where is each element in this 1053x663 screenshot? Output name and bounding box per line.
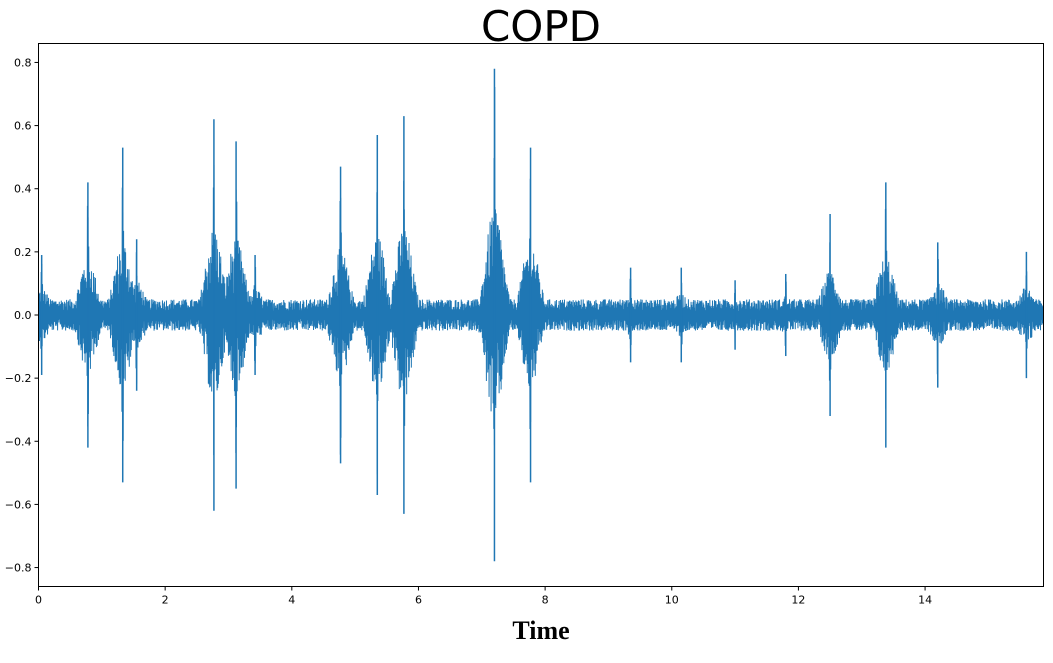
y-tick-label: 0.8	[14, 56, 32, 69]
x-tick-label: 8	[542, 594, 549, 607]
x-tick-label: 2	[162, 594, 169, 607]
y-tick-label: 0.2	[14, 246, 32, 259]
y-axis: 0.8 0.6 0.4 0.2 0.0 −0.2 −0.4 −0.6 −0.8	[5, 56, 39, 575]
chart-title: COPD	[480, 2, 602, 51]
y-tick-label: 0.0	[14, 309, 32, 322]
y-tick-label: 0.4	[14, 183, 32, 196]
y-tick-label: −0.8	[5, 562, 32, 575]
x-tick-label: 10	[665, 594, 679, 607]
waveform-line	[38, 86, 1044, 487]
y-tick-label: −0.6	[5, 498, 32, 511]
y-tick-label: −0.2	[5, 372, 32, 385]
x-tick-label: 14	[918, 594, 932, 607]
x-axis: 0 2 4 6 8 10 12 14	[35, 586, 932, 607]
x-tick-label: 0	[35, 594, 42, 607]
y-tick-label: 0.6	[14, 120, 32, 133]
x-tick-label: 12	[791, 594, 805, 607]
x-tick-label: 6	[415, 594, 422, 607]
x-tick-label: 4	[288, 594, 295, 607]
y-tick-label: −0.4	[5, 435, 32, 448]
x-axis-label: Time	[512, 616, 570, 645]
